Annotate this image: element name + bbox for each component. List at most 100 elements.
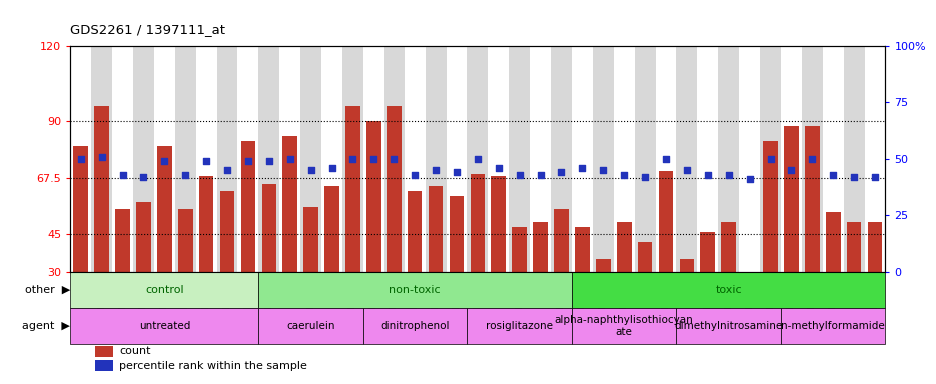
Point [721, 172, 736, 178]
Bar [762, 141, 777, 272]
Bar [655, 46, 676, 272]
Point [115, 172, 130, 178]
Bar [637, 242, 651, 272]
Bar [530, 46, 550, 272]
Text: agent  ▶: agent ▶ [22, 321, 70, 331]
Bar [846, 222, 860, 272]
Point [575, 165, 590, 171]
Bar [258, 308, 362, 344]
Point [219, 167, 234, 173]
Bar [282, 136, 297, 272]
Point [136, 174, 151, 180]
Bar [467, 308, 571, 344]
Bar [595, 259, 610, 272]
Bar [429, 187, 443, 272]
Bar [362, 308, 467, 344]
Bar [237, 46, 258, 272]
Point [533, 172, 548, 178]
Bar [258, 272, 571, 308]
Point [553, 169, 568, 175]
Text: toxic: toxic [714, 285, 741, 295]
Bar [175, 46, 196, 272]
Bar [571, 272, 885, 308]
Bar [804, 126, 819, 272]
Text: n-methylformamide: n-methylformamide [781, 321, 885, 331]
Bar [613, 46, 634, 272]
Point [449, 169, 464, 175]
Point [178, 172, 193, 178]
Point [387, 156, 402, 162]
Text: GDS2261 / 1397111_at: GDS2261 / 1397111_at [70, 23, 225, 36]
Bar [679, 259, 694, 272]
Bar [676, 46, 696, 272]
Text: rosiglitazone: rosiglitazone [486, 321, 552, 331]
Bar [696, 46, 718, 272]
Point [428, 167, 443, 173]
Point [490, 165, 505, 171]
Point [762, 156, 777, 162]
Point [658, 156, 673, 162]
Point [470, 156, 485, 162]
Bar [467, 46, 488, 272]
Bar [533, 222, 548, 272]
Bar [70, 308, 258, 344]
Bar [759, 46, 780, 272]
Bar [676, 308, 780, 344]
Point [241, 158, 256, 164]
Bar [216, 46, 237, 272]
Bar [387, 106, 402, 272]
Bar [241, 141, 255, 272]
Bar [571, 308, 676, 344]
Point [804, 156, 819, 162]
Point [867, 174, 882, 180]
Bar [196, 46, 216, 272]
Bar [739, 46, 759, 272]
Point [261, 158, 276, 164]
Bar [303, 207, 317, 272]
Bar [864, 46, 885, 272]
Bar [258, 46, 279, 272]
Bar [575, 227, 589, 272]
Bar [91, 46, 112, 272]
Bar [198, 176, 213, 272]
Bar [550, 46, 571, 272]
Bar [362, 46, 384, 272]
Bar [783, 126, 797, 272]
Point [512, 172, 527, 178]
Bar [344, 106, 359, 272]
Text: count: count [119, 346, 151, 356]
Bar [178, 209, 192, 272]
Bar [867, 222, 882, 272]
Text: caerulein: caerulein [286, 321, 334, 331]
Bar [508, 46, 530, 272]
Bar [324, 187, 339, 272]
Point [595, 167, 610, 173]
Bar [112, 46, 133, 272]
Bar [721, 222, 735, 272]
Text: untreated: untreated [139, 321, 190, 331]
Bar [801, 46, 822, 272]
Bar [404, 46, 425, 272]
Bar [490, 176, 505, 272]
Bar [449, 197, 463, 272]
Point [783, 167, 798, 173]
Text: alpha-naphthylisothiocyan
ate: alpha-naphthylisothiocyan ate [554, 315, 693, 337]
Point [198, 158, 213, 164]
Point [303, 167, 318, 173]
Bar [553, 209, 568, 272]
Bar [425, 46, 446, 272]
Bar [115, 209, 130, 272]
Point [282, 156, 297, 162]
Bar [512, 227, 526, 272]
Text: non-toxic: non-toxic [389, 285, 441, 295]
Bar [154, 46, 175, 272]
Bar [95, 360, 112, 371]
Bar [70, 272, 258, 308]
Point [365, 156, 380, 162]
Bar [136, 202, 151, 272]
Bar [366, 121, 380, 272]
Point [636, 174, 651, 180]
Text: dinitrophenol: dinitrophenol [380, 321, 449, 331]
Bar [384, 46, 404, 272]
Bar [780, 46, 801, 272]
